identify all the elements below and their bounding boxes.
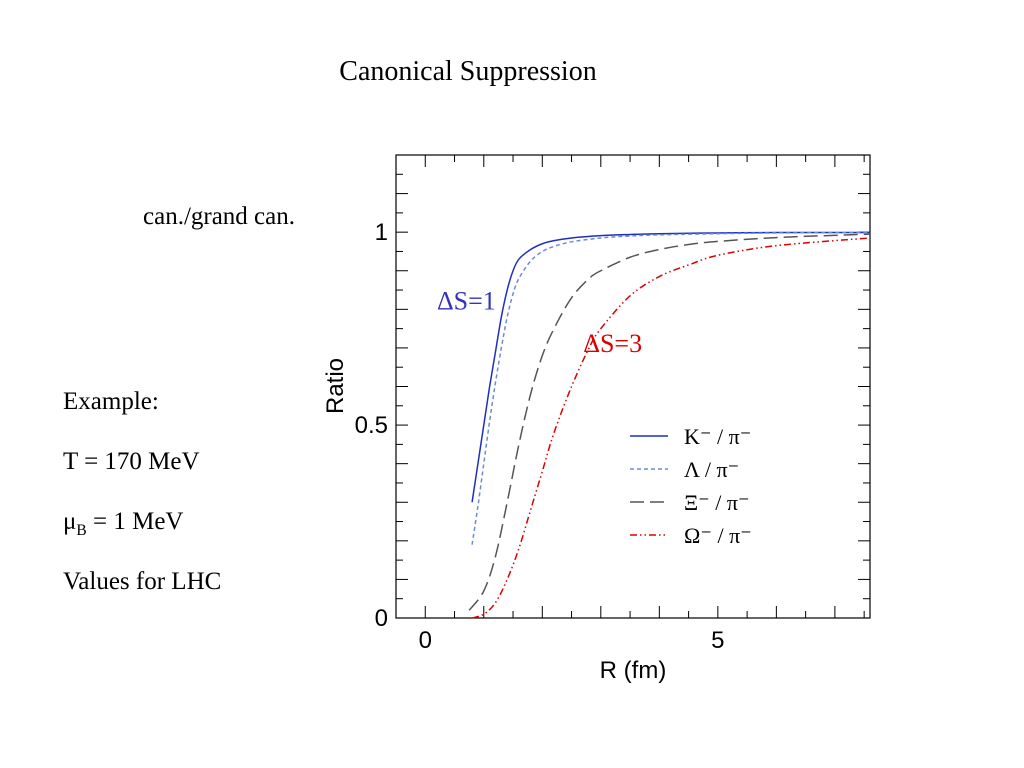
- chart-annotations: ΔS=1 ΔS=3: [437, 286, 642, 357]
- slide-title: Canonical Suppression: [339, 56, 597, 87]
- annotation-delta-s-0: ΔS=1: [437, 286, 496, 315]
- y-axis-label: Ratio: [322, 358, 349, 414]
- series-line-2: [468, 233, 871, 611]
- tick-labels: 0 5 0 0.5 1: [355, 219, 725, 654]
- legend-label-0: K⁻ / π⁻: [684, 424, 751, 449]
- x-axis-label: R (fm): [600, 657, 667, 684]
- mu-value: = 1 MeV: [86, 508, 184, 535]
- y-tick-label: 0: [375, 605, 388, 632]
- mu-symbol: μ: [63, 508, 77, 535]
- axis-note: can./grand can.: [143, 203, 296, 230]
- axis-ticks: [395, 154, 870, 619]
- x-tick-label: 0: [419, 627, 432, 654]
- x-tick-label: 5: [711, 627, 724, 654]
- legend-label-2: Ξ⁻ / π⁻: [684, 490, 750, 515]
- legend: K⁻ / π⁻ Λ / π⁻ Ξ⁻ / π⁻ Ω⁻ / π⁻: [630, 424, 752, 548]
- series-line-0: [471, 231, 871, 503]
- mu-subscript: B: [76, 522, 87, 539]
- series-line-1: [471, 231, 871, 545]
- chart-curves: [468, 231, 871, 619]
- annotation-delta-s-1: ΔS=3: [583, 329, 642, 358]
- note-mu-b: μB = 1 MeV: [63, 508, 183, 540]
- y-tick-label: 0.5: [355, 412, 388, 439]
- y-tick-label: 1: [375, 219, 388, 246]
- legend-label-3: Ω⁻ / π⁻: [684, 523, 752, 548]
- note-values: Values for LHC: [63, 568, 222, 595]
- legend-label-1: Λ / π⁻: [684, 457, 739, 482]
- note-example: Example:: [63, 388, 159, 415]
- note-temperature: T = 170 MeV: [63, 448, 200, 475]
- series-line-3: [471, 237, 871, 619]
- plot-frame: [395, 154, 871, 619]
